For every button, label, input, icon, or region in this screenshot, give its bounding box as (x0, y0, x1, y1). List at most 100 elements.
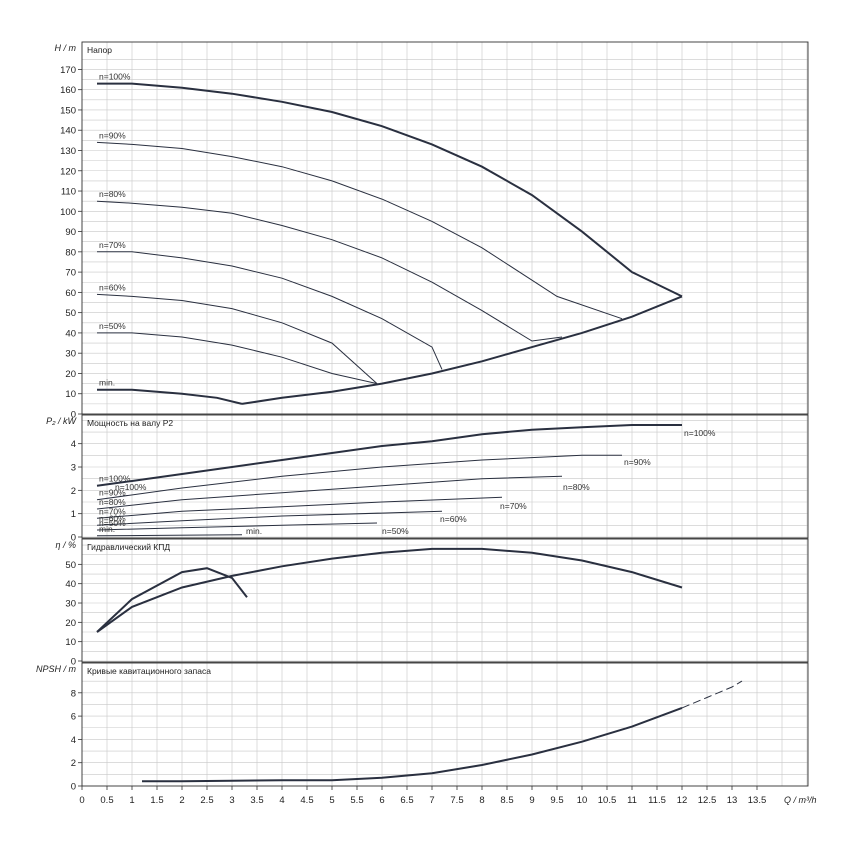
curve-label: n=50% (382, 526, 409, 536)
x-tick-label: 3.5 (250, 795, 263, 806)
x-tick-label: 9 (529, 795, 534, 806)
y-tick-label: 0 (71, 533, 76, 544)
series-line (96, 475, 563, 510)
x-tick-label: 8 (479, 795, 484, 806)
x-tick-label: 12.5 (698, 795, 717, 806)
y-tick-label: 4 (71, 735, 76, 746)
curve-label: n=80% (563, 482, 590, 492)
y-tick-label: 100 (60, 207, 76, 218)
series-label: n=50% (99, 518, 126, 528)
y-tick-label: 4 (71, 439, 76, 450)
series-line (96, 424, 682, 487)
panel-frame (81, 538, 809, 663)
y-tick-label: 30 (65, 599, 76, 610)
series-line (681, 680, 743, 709)
x-axis-label: Q / m³/h (784, 795, 817, 805)
y-tick-label: 20 (65, 618, 76, 629)
y-tick-label: 0 (71, 657, 76, 668)
y-tick-label: 10 (65, 389, 76, 400)
x-tick-label: 5 (329, 795, 334, 806)
series-label: n=90% (99, 488, 126, 498)
x-tick-label: 2 (179, 795, 184, 806)
x-tick-label: 9.5 (550, 795, 563, 806)
series-label: n=70% (99, 240, 126, 250)
x-tick-label: 1 (129, 795, 134, 806)
x-tick-label: 5.5 (350, 795, 363, 806)
series-label: n=90% (99, 130, 126, 140)
y-tick-label: 2 (71, 486, 76, 497)
series-line (96, 534, 243, 537)
series-line (96, 547, 683, 633)
series-line (97, 251, 443, 370)
y-tick-label: 60 (65, 288, 76, 299)
x-tick-label: 10.5 (598, 795, 617, 806)
y-tick-label: 1 (71, 509, 76, 520)
x-tick-label: 10 (577, 795, 588, 806)
curve-label: n=100% (684, 428, 716, 438)
y-tick-label: 140 (60, 126, 76, 137)
series-line (96, 567, 248, 633)
y-tick-label: 80 (65, 247, 76, 258)
panel-frame (81, 414, 809, 539)
series-line (97, 82, 683, 298)
series-line (96, 141, 623, 320)
panel-frame (81, 662, 809, 787)
x-tick-label: 4 (279, 795, 284, 806)
x-tick-label: 6 (379, 795, 384, 806)
series-line (96, 510, 443, 526)
y-tick-label: 20 (65, 369, 76, 380)
series-label: min. (99, 524, 115, 534)
y-tick-label: 40 (65, 579, 76, 590)
x-tick-label: 13 (727, 795, 738, 806)
series-label: n=80% (99, 189, 126, 199)
curve-label: n=70% (500, 501, 527, 511)
y-tick-label: 30 (65, 349, 76, 360)
y-axis-label: H / m (55, 43, 77, 53)
series-line (96, 200, 563, 342)
series-line (241, 295, 683, 405)
y-tick-label: 2 (71, 758, 76, 769)
y-tick-label: 40 (65, 328, 76, 339)
curve-label: n=90% (624, 457, 651, 467)
series-label: n=100% (99, 72, 131, 82)
series-line (97, 388, 243, 405)
curve-label: min. (246, 526, 262, 536)
panel-title: Напор (87, 45, 112, 55)
panel-title: Мощность на валу P2 (87, 418, 173, 428)
x-tick-label: 11.5 (648, 795, 666, 806)
series-label: n=100% (99, 474, 131, 484)
y-tick-label: 90 (65, 227, 76, 238)
y-tick-label: 10 (65, 637, 76, 648)
x-tick-label: 13.5 (748, 795, 767, 806)
x-tick-label: 11 (627, 795, 637, 806)
y-tick-label: 120 (60, 166, 76, 177)
y-axis-label: P₂ / kW (46, 416, 77, 426)
x-tick-label: 1.5 (150, 795, 163, 806)
y-tick-label: 170 (60, 65, 76, 76)
series-label: n=50% (99, 321, 126, 331)
y-tick-label: 50 (65, 560, 76, 571)
x-tick-label: 2.5 (200, 795, 213, 806)
series-label: n=70% (99, 506, 126, 516)
y-axis-label: NPSH / m (36, 664, 77, 674)
x-tick-label: 0.5 (100, 795, 113, 806)
series-line (142, 706, 683, 783)
series-label: n=80% (99, 497, 126, 507)
x-tick-label: 0 (79, 795, 84, 806)
series-label: n=60% (99, 513, 126, 523)
panel-title: Гидравлический КПД (87, 542, 170, 552)
series-label: n=60% (99, 282, 126, 292)
panel-title: Кривые кавитационного запаса (87, 666, 211, 676)
curve-label: n=100% (115, 482, 147, 492)
y-tick-label: 70 (65, 268, 76, 279)
series-line (96, 454, 622, 501)
y-tick-label: 150 (60, 105, 76, 116)
curve-label: n=60% (440, 514, 467, 524)
y-tick-label: 110 (61, 187, 76, 198)
series-line (97, 332, 378, 385)
series-line (96, 496, 503, 519)
x-tick-label: 8.5 (500, 795, 513, 806)
y-tick-label: 0 (71, 410, 76, 421)
y-tick-label: 3 (71, 463, 76, 474)
y-tick-label: 8 (71, 688, 76, 699)
